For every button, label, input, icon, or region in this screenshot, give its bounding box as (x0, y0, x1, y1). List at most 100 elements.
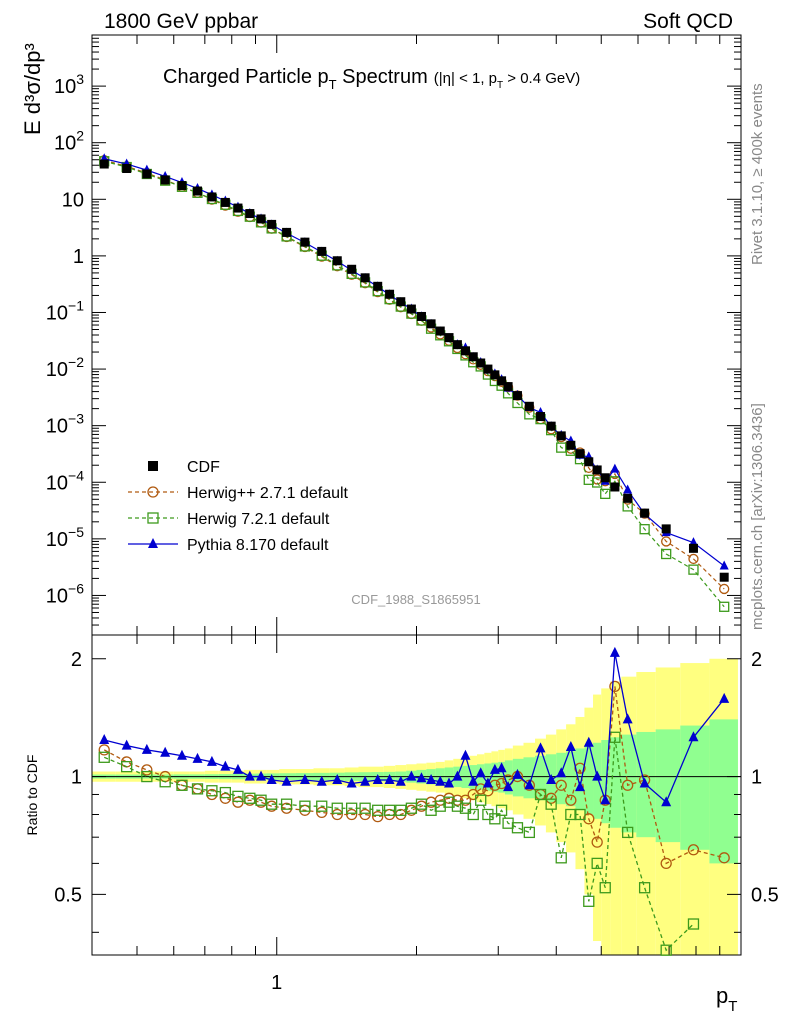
main-point-cdf (524, 401, 534, 411)
main-ylabel: E d³σ/dp³ (20, 43, 45, 135)
ratio-point-herwig7 (591, 857, 603, 870)
ratio-point-pythia (452, 770, 463, 781)
ratio-point-herwigpp (475, 783, 487, 795)
ratio-point-pythia (639, 777, 650, 788)
ratio-point-pythia (468, 775, 479, 786)
ratio-xtick-label: 1 (271, 972, 282, 994)
main-series-group (99, 153, 730, 612)
main-point-herwigpp (688, 553, 699, 565)
ratio-point-pythia (482, 777, 493, 788)
main-point-cdf (207, 192, 217, 202)
ratio-point-herwig7 (475, 794, 487, 806)
main-point-cdf (584, 457, 594, 467)
ratio-point-herwig7 (346, 802, 358, 814)
ratio-band-segment (575, 748, 585, 811)
main-point-cdf (220, 197, 230, 207)
ratio-point-pythia (426, 773, 437, 784)
header-right: Soft QCD (643, 10, 733, 33)
main-point-cdf (476, 358, 486, 368)
ratio-band-segment (584, 745, 594, 815)
ratio-point-herwigpp (687, 844, 700, 856)
ratio-point-pythia (384, 773, 395, 784)
main-point-cdf (332, 256, 342, 266)
ratio-band-segment (491, 762, 499, 792)
ratio-point-pythia (244, 770, 255, 781)
main-ytick-label: 102 (54, 128, 84, 155)
ratio-point-herwigpp (316, 806, 328, 819)
main-ytick-label: 10−4 (46, 467, 84, 494)
legend-mark-pythia (148, 538, 158, 548)
main-ytick-label: 1 (73, 246, 84, 268)
main-point-cdf (546, 421, 556, 431)
main-point-cdf (300, 237, 310, 247)
ratio-point-herwig7 (555, 852, 567, 864)
ratio-point-herwig7 (443, 796, 455, 808)
ratio-band-segment (680, 725, 710, 850)
ratio-point-herwig7 (159, 776, 171, 788)
ratio-band-segment (610, 737, 622, 828)
main-point-cdf (282, 227, 292, 237)
ratio-point-herwig7 (383, 804, 396, 816)
ratio-point-pythia (556, 767, 567, 778)
ratio-point-herwig7 (120, 761, 133, 773)
legend-mark-cdf (148, 461, 158, 471)
ratio-point-pythia (688, 731, 699, 742)
ratio-point-pythia (395, 775, 406, 786)
ratio-point-herwigpp (565, 794, 577, 806)
ratio-axis-ticks: 0.5 0.5 1 1 2 2 1 (54, 635, 779, 994)
ratio-point-pythia (416, 772, 427, 783)
ratio-point-herwigpp (219, 792, 232, 804)
ratio-point-pythia (372, 773, 383, 784)
ratio-point-pythia (609, 646, 620, 657)
main-axis-ticks: 10−6 10−5 10−4 10−3 10−2 10−1 1 10 102 103 (46, 34, 742, 636)
main-point-cdf (566, 440, 576, 450)
main-point-cdf (452, 340, 462, 350)
ratio-point-herwig7 (331, 802, 343, 814)
main-point-cdf (435, 326, 445, 336)
ratio-band-segment (523, 757, 536, 799)
main-point-cdf (536, 412, 546, 422)
ratio-band-segment (655, 729, 681, 843)
ratio-point-pythia (719, 692, 730, 703)
main-point-cdf (661, 524, 671, 534)
main-ytick-label: 10 (62, 189, 84, 211)
main-point-herwig7 (592, 477, 603, 488)
main-point-cdf (256, 214, 266, 224)
main-point-cdf (512, 391, 522, 401)
main-point-cdf (122, 164, 132, 174)
ratio-point-pythia (299, 773, 310, 784)
main-ytick-label: 10−5 (46, 524, 84, 551)
main-point-cdf (719, 572, 729, 582)
ratio-point-herwig7 (583, 895, 595, 907)
ratio-ytick-label-right: 0.5 (751, 884, 779, 906)
main-point-cdf (460, 346, 470, 356)
xlabel: pT (716, 983, 737, 1015)
main-point-cdf (483, 364, 493, 374)
ratio-series-group (98, 646, 730, 956)
ratio-ytick-label-right: 2 (751, 649, 762, 671)
ratio-point-herwig7 (372, 804, 384, 816)
legend: CDF Herwig++ 2.7.1 default Herwig 7.2.1 … (128, 459, 349, 554)
ratio-point-herwig7 (232, 790, 244, 803)
main-point-cdf (99, 159, 109, 169)
main-point-pythia (719, 560, 729, 570)
ratio-band-segment (484, 763, 492, 791)
ratio-point-herwig7 (467, 808, 479, 821)
ratio-point-herwig7 (565, 808, 577, 821)
main-point-cdf (623, 493, 633, 503)
ratio-band-segment (498, 761, 505, 793)
analysis-label: CDF_1988_S1865951 (351, 592, 480, 607)
main-point-cdf (233, 203, 243, 213)
ratio-point-herwig7 (98, 751, 110, 763)
ratio-point-pythia (475, 767, 486, 778)
main-point-cdf (142, 169, 152, 179)
mcplots-label: mcplots.cern.ch [arXiv:1306.3436] (749, 403, 766, 630)
main-point-herwig7 (661, 548, 672, 560)
ratio-point-herwig7 (511, 822, 524, 834)
ratio-point-pythia (524, 779, 535, 790)
ratio-line-herwig7 (103, 737, 694, 952)
main-point-cdf (592, 465, 602, 475)
ratio-ylabel: Ratio to CDF (24, 755, 40, 836)
ratio-point-pythia (266, 773, 277, 784)
legend-label-pythia: Pythia 8.170 default (187, 537, 329, 554)
